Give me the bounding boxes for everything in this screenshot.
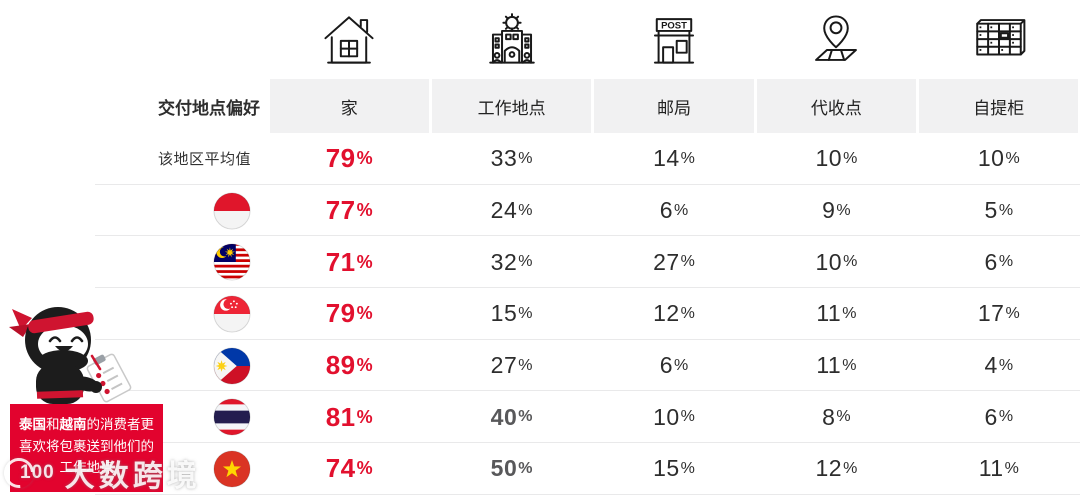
value-cell: 15%: [653, 455, 695, 482]
value-cell: 9%: [822, 197, 851, 224]
row-header: [0, 391, 268, 443]
value-cell: 50%: [490, 455, 533, 482]
indonesia-flag-icon: [213, 192, 251, 230]
row-label: 该地区平均值: [157, 151, 251, 169]
svg-text:POST: POST: [661, 20, 687, 31]
column-header-home: 家: [269, 79, 429, 133]
value-cell: 74%: [325, 453, 373, 484]
value-cell: 15%: [490, 300, 533, 327]
thailand-flag-icon: [213, 398, 251, 436]
singapore-flag-icon: [213, 295, 251, 333]
watermark-logo-icon: [0, 451, 41, 495]
table-rows: 该地区平均值 79% 33% 14% 10% 10% 77% 24% 6% 9% 5%: [0, 133, 1080, 495]
value-cell: 10%: [977, 145, 1020, 172]
table-row: 77% 24% 6% 9% 5%: [0, 185, 1080, 237]
table-row: 该地区平均值 79% 33% 14% 10% 10%: [0, 133, 1080, 185]
value-cell: 11%: [816, 300, 857, 327]
value-cell: 14%: [653, 145, 695, 172]
value-cell: 33%: [490, 145, 533, 172]
table-row: 81% 40% 10% 8% 6%: [0, 391, 1080, 443]
table-row: 79% 15% 12% 11% 17%: [0, 288, 1080, 340]
value-cell: 12%: [653, 300, 695, 327]
table-row: 74% 50% 15% 12% 11%: [0, 443, 1080, 495]
value-cell: 27%: [490, 352, 533, 379]
value-cell: 79%: [325, 298, 373, 329]
value-cell: 6%: [984, 248, 1014, 275]
philippines-flag-icon: [213, 347, 251, 385]
row-header: [0, 236, 268, 288]
value-cell: 11%: [816, 352, 857, 379]
value-cell: 6%: [659, 352, 689, 379]
row-header: [0, 340, 268, 392]
value-cell: 24%: [490, 197, 533, 224]
value-cell: 32%: [490, 248, 533, 275]
callout-text: 泰国和越南的消费者更喜欢将包裹送到他们的工作地点: [19, 417, 154, 476]
value-cell: 11%: [978, 455, 1019, 482]
value-cell: 5%: [984, 197, 1014, 224]
column-header-pickup-point: 代收点: [756, 79, 917, 133]
value-cell: 10%: [815, 248, 858, 275]
table-row: 71% 32% 27% 10% 6%: [0, 236, 1080, 288]
office-building-icon: [430, 11, 592, 69]
value-cell: 79%: [325, 143, 373, 174]
value-cell: 27%: [653, 248, 695, 275]
malaysia-flag-icon: [213, 243, 251, 281]
post-office-icon: POST: [593, 11, 755, 69]
table-title: 交付地点偏好: [158, 98, 260, 118]
value-cell: 89%: [325, 350, 373, 381]
value-cell: 12%: [815, 455, 858, 482]
house-icon: [268, 11, 430, 69]
value-cell: 40%: [490, 403, 533, 430]
column-header-workplace: 工作地点: [431, 79, 592, 133]
column-icons-row: POST: [0, 0, 1080, 79]
value-cell: 10%: [653, 403, 695, 430]
value-cell: 81%: [325, 401, 373, 432]
row-header: 该地区平均值: [0, 133, 268, 185]
value-cell: 17%: [977, 300, 1020, 327]
vietnam-flag-icon: [213, 450, 251, 488]
insight-callout: 泰国和越南的消费者更喜欢将包裹送到他们的工作地点: [10, 404, 163, 492]
value-cell: 8%: [822, 403, 851, 430]
value-cell: 6%: [659, 197, 689, 224]
column-header-locker: 自提柜: [919, 79, 1079, 133]
table-row: 89% 27% 6% 11% 4%: [0, 340, 1080, 392]
value-cell: 77%: [325, 195, 373, 226]
value-cell: 6%: [984, 403, 1014, 430]
brand-watermark: 100 大数跨境: [0, 451, 201, 495]
map-pin-icon: [755, 11, 917, 69]
column-header-post-office: 邮局: [594, 79, 754, 133]
value-cell: 10%: [815, 145, 858, 172]
value-cell: 71%: [325, 246, 373, 277]
row-header: [0, 288, 268, 340]
row-header: [0, 443, 268, 495]
value-cell: 4%: [984, 352, 1014, 379]
table-header-row: 交付地点偏好 家 工作地点 邮局 代收点 自提柜: [0, 79, 1080, 133]
parcel-locker-icon: [918, 11, 1080, 69]
row-header: [0, 185, 268, 237]
